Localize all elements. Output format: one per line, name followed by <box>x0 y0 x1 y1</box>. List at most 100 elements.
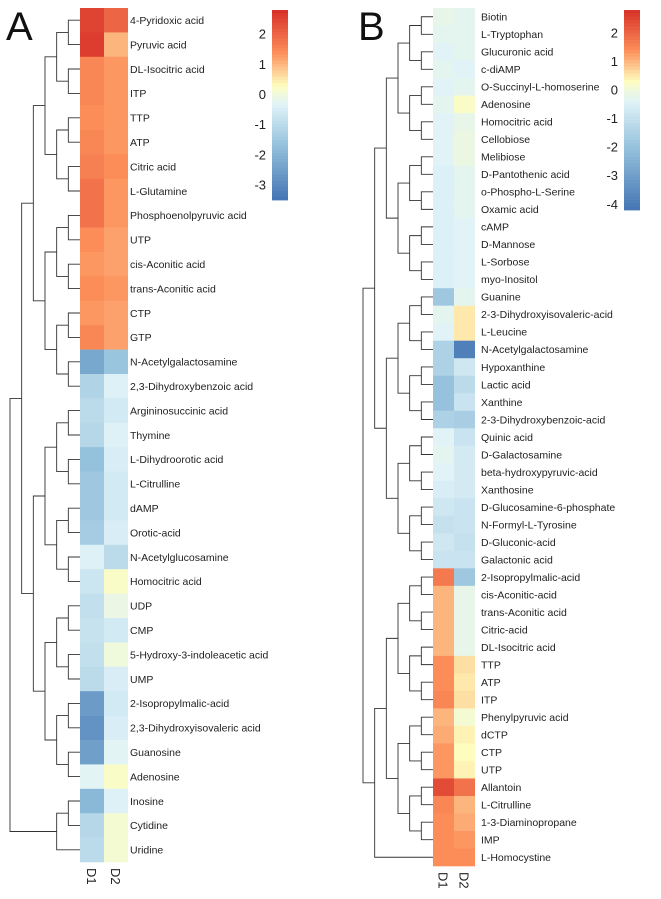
legend-color-step <box>272 32 288 36</box>
dendrogram-branch <box>397 182 410 254</box>
legend-color-step <box>624 10 640 14</box>
heatmap-cell <box>433 270 454 289</box>
row-label: D-Gluconic-acid <box>481 537 556 549</box>
legend-color-step <box>272 143 288 147</box>
dendrogram-branch <box>420 296 433 315</box>
dendrogram-branch <box>397 322 410 394</box>
heatmap-cell <box>80 764 104 790</box>
heatmap-cell <box>80 447 104 472</box>
dendrogram-branch <box>420 156 433 175</box>
heatmap-cell <box>433 358 454 377</box>
legend-color-step <box>624 170 640 174</box>
row-label: 2,3-Dihydroxybenzoic acid <box>130 381 253 393</box>
row-label: L-Citrulline <box>481 800 531 812</box>
heatmap-cell <box>433 550 454 569</box>
legend-tick-label: 1 <box>611 54 618 69</box>
legend-color-step <box>624 146 640 151</box>
dendrogram-branch <box>409 305 422 342</box>
column-label: D2 <box>457 872 472 889</box>
dendrogram-branch <box>44 641 57 741</box>
heatmap-cell <box>454 620 475 639</box>
heatmap-cell <box>433 8 454 26</box>
row-label: Phenylpyruvic acid <box>481 712 569 724</box>
dendrogram-branch <box>420 541 433 561</box>
row-label: Homocitric acid <box>481 117 553 129</box>
dendrogram-branch <box>397 42 410 114</box>
legend-color-step <box>272 127 288 131</box>
heatmap-cell <box>80 642 104 668</box>
legend-color-step <box>624 93 640 98</box>
dendrogram-branch <box>420 366 433 385</box>
heatmap-cell <box>433 830 454 849</box>
heatmap-cell <box>433 130 454 149</box>
legend-color-step <box>624 140 640 144</box>
dendrogram-branch <box>409 585 422 622</box>
legend-color-step <box>272 54 288 58</box>
dendrogram-branch <box>67 458 80 485</box>
heatmap-cell <box>80 276 104 302</box>
column-label: D2 <box>108 868 123 885</box>
dendrogram-branch <box>67 19 80 46</box>
heatmap-cell <box>80 325 104 350</box>
heatmap-cell <box>454 568 475 587</box>
heatmap-cell <box>454 148 475 166</box>
legend-tick-label: 0 <box>611 83 618 98</box>
row-label: 4-Pyridoxic acid <box>130 15 204 27</box>
row-label: Phosphoenolpyruvic acid <box>130 210 247 222</box>
row-label: N-Formyl-L-Tyrosine <box>481 519 577 531</box>
dendrogram-branch <box>420 821 433 841</box>
row-label: CTP <box>481 747 502 759</box>
legend-color-step <box>272 184 288 188</box>
legend-color-step <box>624 160 640 164</box>
heatmap-cell <box>80 691 104 716</box>
heatmap-cell <box>80 227 104 253</box>
heatmap-cell <box>104 471 128 497</box>
legend-color-step <box>624 123 640 128</box>
legend-color-step <box>624 196 640 201</box>
row-label: Adenosine <box>130 771 180 783</box>
dendrogram-branch <box>420 611 433 631</box>
heatmap-cell <box>104 813 128 838</box>
legend-color-step <box>272 79 288 84</box>
legend-tick-label: -1 <box>606 111 618 126</box>
dendrogram-branch <box>67 556 80 582</box>
legend-color-step <box>272 95 288 100</box>
legend-color-step <box>624 70 640 74</box>
heatmap-cell <box>80 496 104 521</box>
heatmap-cell <box>104 593 128 619</box>
legend-color-step <box>272 124 288 128</box>
heatmap-cell <box>104 740 128 765</box>
row-label: Cytidine <box>130 820 168 832</box>
dendrogram-branch <box>67 263 80 290</box>
row-label: Thymine <box>130 430 170 442</box>
dendrogram-branch <box>420 16 433 35</box>
heatmap-cell <box>454 113 475 131</box>
heatmap-cell <box>433 795 454 814</box>
legend-color-step <box>272 98 288 103</box>
legend-color-step <box>624 193 640 198</box>
heatmap-cell <box>104 325 128 350</box>
heatmap-cell <box>104 32 128 58</box>
heatmap-cell <box>454 375 475 394</box>
dendrogram-branch <box>420 86 433 105</box>
legend-color-step <box>272 171 288 176</box>
legend-color-step <box>624 73 640 78</box>
row-label: CMP <box>130 625 153 637</box>
legend-color-step <box>272 174 288 179</box>
legend-color-step <box>624 60 640 64</box>
row-label: IMP <box>481 835 500 847</box>
heatmap-cell <box>80 81 104 106</box>
row-label: Citric acid <box>130 161 176 173</box>
legend-color-step <box>624 43 640 48</box>
dendrogram-branch <box>409 725 422 762</box>
dendrogram-branch <box>420 716 433 736</box>
heatmap-cell <box>104 569 128 594</box>
heatmap-cell <box>80 740 104 765</box>
legend-color-step <box>272 89 288 93</box>
row-label: UDP <box>130 601 152 613</box>
heatmap-cell <box>454 813 475 832</box>
heatmap-cell <box>104 227 128 253</box>
dendrogram-branch <box>420 646 433 666</box>
heatmap-cell <box>454 235 475 254</box>
dendrogram-branch <box>67 214 80 241</box>
